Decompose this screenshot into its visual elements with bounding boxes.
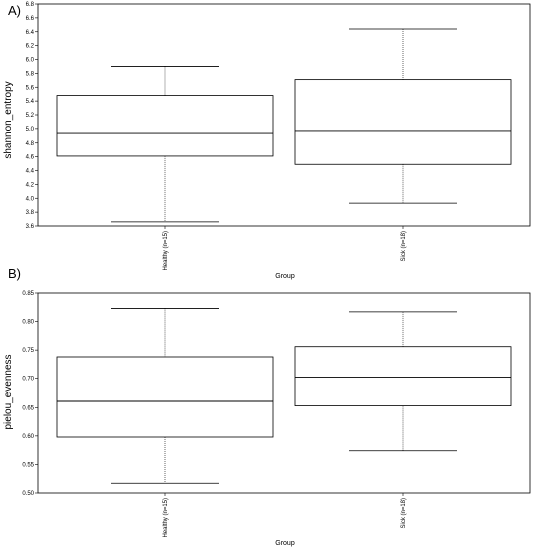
panel-a-y-tick-label-11: 5.8 [26,71,35,77]
panel-a-y-tick-label-8: 5.2 [26,113,35,119]
panel-a-y-tick-label-14: 6.4 [26,30,35,36]
panel-a-y-tick-label-0: 3.6 [26,224,35,230]
panel-b-y-tick-label-1: 0.55 [22,462,34,468]
panel-a-y-tick-label-13: 6.2 [26,44,35,50]
panel-b-label: B) [8,266,21,281]
panel-b: B) pielou_evenness Group 0.50 0.55 0.60 0.6… [3,266,531,547]
panel-b-box-healthy-iqr [56,356,274,438]
panel-a-y-axis-label: shannon_entropy [3,81,14,158]
panel-b-x-tick-label-sick: Sick (n=18) [401,498,407,529]
panel-b-x-tick-label-healthy: Healthy (n=15) [163,498,169,538]
panel-b-y-tick-label-3: 0.65 [22,405,34,411]
panel-b-y-tick-label-2: 0.60 [22,434,34,440]
panel-a-y-tick-label-16: 6.8 [26,2,35,8]
panel-a-y-tick-label-12: 6.0 [26,58,35,64]
panel-a-y-tick-label-5: 4.6 [26,155,35,161]
panel-a-y-tick-label-1: 3.8 [26,210,35,216]
panel-a-x-axis-label: Group [275,273,295,280]
panel-a-box-healthy-iqr [56,95,274,157]
panel-a-box-sick-iqr [294,79,512,165]
panel-a: A) shannon_entropy Group 3.6 3.8 4.0 4.2 4.4… [3,2,531,280]
panel-b-y-axis-label: pielou_evenness [3,354,14,429]
panel-b-y-tick-label-6: 0.80 [22,320,34,326]
panel-a-x-tick-label-healthy: Healthy (n=15) [163,231,169,271]
panel-a-x-tick-label-sick: Sick (n=18) [401,231,407,262]
panel-b-y-tick-label-0: 0.50 [22,491,34,497]
panel-b-y-tick-label-7: 0.85 [22,291,34,297]
panel-a-y-tick-label-4: 4.4 [26,169,35,175]
panel-a-label: A) [8,3,21,18]
panel-b-plot-frame [37,292,531,494]
panel-b-y-tick-label-5: 0.75 [22,348,34,354]
panel-b-x-axis-label: Group [275,540,295,547]
panel-a-y-tick-label-15: 6.6 [26,16,35,22]
panel-b-box-sick-iqr [294,346,512,406]
panel-a-y-tick-label-3: 4.2 [26,182,35,188]
panel-a-y-tick-label-10: 5.6 [26,85,35,91]
panel-a-y-tick-label-7: 5.0 [26,127,35,133]
panel-a-plot-frame [37,3,531,227]
panel-a-y-tick-label-2: 4.0 [26,196,35,202]
panel-a-y-tick-label-9: 5.4 [26,99,35,105]
panel-a-y-tick-label-6: 4.8 [26,141,35,147]
panel-b-y-tick-label-4: 0.70 [22,377,34,383]
